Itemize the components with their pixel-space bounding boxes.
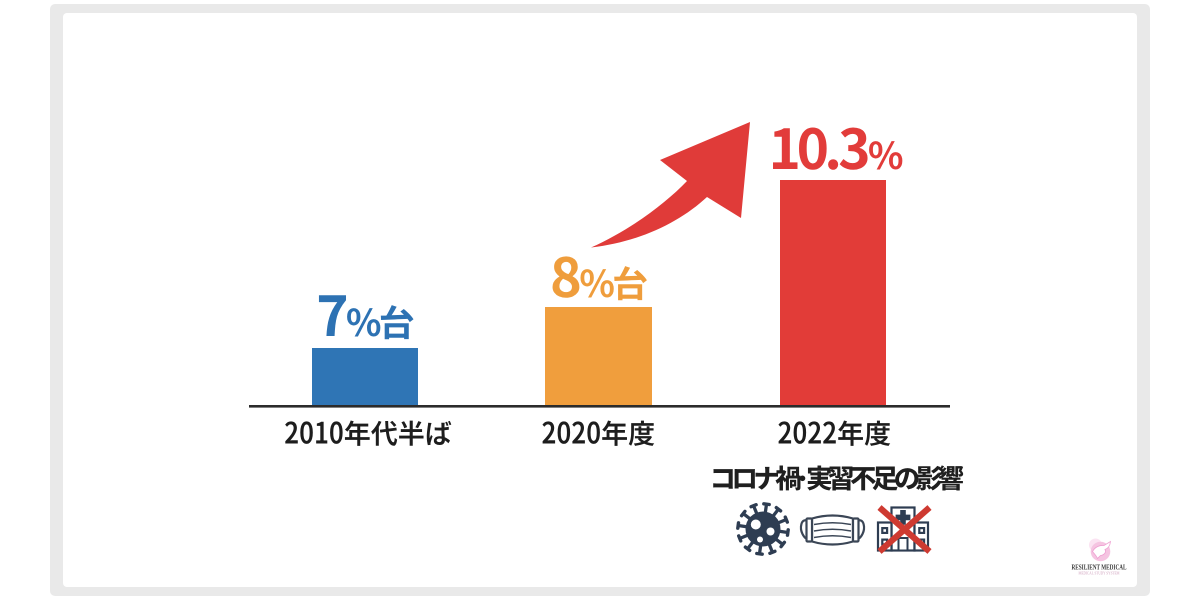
svg-text:RESILIENT MEDICAL: RESILIENT MEDICAL bbox=[1072, 563, 1127, 572]
svg-text:MEDICAL STUDY SYSTEM: MEDICAL STUDY SYSTEM bbox=[1079, 571, 1121, 575]
